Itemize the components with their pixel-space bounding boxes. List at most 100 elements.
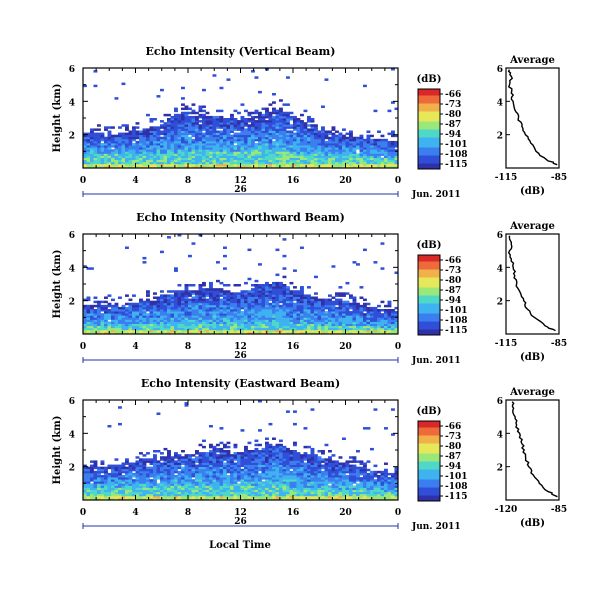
heatmap-cell bbox=[254, 111, 259, 115]
heatmap-cell bbox=[258, 300, 262, 304]
heatmap-cell bbox=[181, 497, 185, 501]
heatmap-cell bbox=[209, 281, 213, 285]
heatmap-cell bbox=[223, 126, 227, 129]
heatmap-cell bbox=[254, 128, 259, 131]
heatmap-cell bbox=[167, 136, 171, 140]
heatmap-cell bbox=[335, 302, 339, 306]
heatmap-cell bbox=[86, 331, 91, 335]
heatmap-cell bbox=[83, 331, 87, 335]
heatmap-cell bbox=[219, 325, 224, 329]
heatmap-cell bbox=[247, 331, 252, 335]
heatmap-cell bbox=[114, 165, 119, 169]
heatmap-cell bbox=[240, 300, 245, 304]
y-tick-label: 6 bbox=[69, 231, 75, 241]
heatmap-cell bbox=[237, 151, 241, 154]
heatmap-cell bbox=[303, 317, 308, 320]
heatmap-cell bbox=[125, 497, 129, 501]
heatmap-cell bbox=[254, 317, 259, 320]
heatmap-cell bbox=[188, 107, 192, 111]
heatmap-cell bbox=[205, 462, 210, 465]
heatmap-cell bbox=[111, 329, 115, 333]
heatmap-cell bbox=[184, 464, 189, 468]
heatmap-cell bbox=[279, 165, 283, 169]
heatmap-cell bbox=[104, 165, 108, 169]
heatmap-cell bbox=[296, 124, 301, 127]
heatmap-cell bbox=[254, 302, 259, 306]
heatmap-cell bbox=[240, 323, 245, 327]
heatmap-cell bbox=[93, 460, 98, 463]
heatmap-cell bbox=[296, 118, 301, 121]
heatmap-cell bbox=[100, 165, 105, 169]
heatmap-cell bbox=[387, 325, 392, 329]
heatmap-cell bbox=[282, 157, 287, 161]
heatmap-cell bbox=[205, 306, 210, 310]
heatmap-cell bbox=[226, 323, 231, 327]
heatmap-cell bbox=[251, 132, 255, 136]
heatmap-cell bbox=[345, 329, 350, 333]
heatmap-cell bbox=[86, 487, 91, 490]
heatmap-cell bbox=[160, 479, 164, 482]
heatmap-cell bbox=[275, 147, 280, 150]
heatmap-cell bbox=[345, 309, 350, 312]
heatmap-cell bbox=[174, 481, 178, 484]
heatmap-cell bbox=[349, 306, 353, 310]
heatmap-cell bbox=[230, 118, 234, 121]
heatmap-cell bbox=[314, 292, 318, 295]
heatmap-cell bbox=[247, 147, 252, 150]
heatmap-cell bbox=[226, 151, 231, 154]
heatmap-cell bbox=[219, 118, 224, 121]
heatmap-cell bbox=[177, 151, 182, 154]
heatmap-cell bbox=[237, 140, 241, 144]
heatmap-cell bbox=[93, 309, 98, 312]
heatmap-cell bbox=[104, 315, 108, 318]
heatmap-cell bbox=[279, 284, 283, 287]
heatmap-cell bbox=[184, 126, 189, 129]
heatmap-cell bbox=[188, 456, 192, 459]
heatmap-cell bbox=[202, 493, 206, 497]
heatmap-cell bbox=[251, 309, 255, 312]
heatmap-cell bbox=[265, 306, 269, 310]
heatmap-cell bbox=[114, 487, 119, 490]
heatmap-cell bbox=[349, 165, 353, 169]
average-x-tick-label: -85 bbox=[551, 173, 567, 183]
heatmap-cell bbox=[118, 321, 122, 324]
heatmap-cell bbox=[219, 124, 224, 127]
heatmap-cell bbox=[300, 120, 304, 123]
heatmap-cell bbox=[303, 109, 308, 113]
heatmap-cell bbox=[366, 329, 371, 333]
colorbar-tick-label: -94 bbox=[445, 296, 461, 306]
heatmap-cell bbox=[359, 136, 364, 140]
heatmap-cell bbox=[289, 136, 294, 140]
heatmap-cell bbox=[107, 145, 112, 148]
heatmap-cell bbox=[394, 161, 399, 165]
heatmap-cell bbox=[331, 155, 336, 158]
heatmap-cell bbox=[363, 161, 367, 165]
heatmap-cell bbox=[237, 487, 241, 490]
heatmap-cell bbox=[125, 311, 129, 314]
heatmap-cell bbox=[209, 313, 213, 316]
heatmap-cell bbox=[125, 325, 129, 329]
heatmap-cell bbox=[219, 159, 224, 163]
heatmap-cell bbox=[93, 327, 98, 331]
heatmap-cell bbox=[370, 306, 374, 310]
heatmap-cell bbox=[188, 493, 192, 497]
heatmap-cell bbox=[237, 296, 241, 299]
heatmap-cell bbox=[195, 491, 199, 495]
heatmap-cell bbox=[356, 325, 360, 329]
heatmap-cell bbox=[90, 153, 94, 156]
heatmap-cell bbox=[86, 481, 91, 484]
heatmap-cell bbox=[237, 317, 241, 320]
heatmap-cell bbox=[90, 165, 94, 169]
heatmap-cell bbox=[251, 136, 255, 140]
heatmap-cell bbox=[251, 130, 255, 133]
heatmap-cell bbox=[125, 321, 129, 324]
heatmap-cell bbox=[205, 155, 210, 158]
heatmap-cell bbox=[349, 294, 353, 297]
heatmap-cell bbox=[156, 136, 161, 140]
heatmap-cell bbox=[223, 153, 227, 156]
heatmap-cell bbox=[237, 128, 241, 131]
heatmap-cell bbox=[286, 136, 290, 140]
heatmap-cell bbox=[247, 298, 252, 302]
heatmap-cell bbox=[139, 161, 143, 165]
heatmap-cell bbox=[335, 138, 339, 142]
